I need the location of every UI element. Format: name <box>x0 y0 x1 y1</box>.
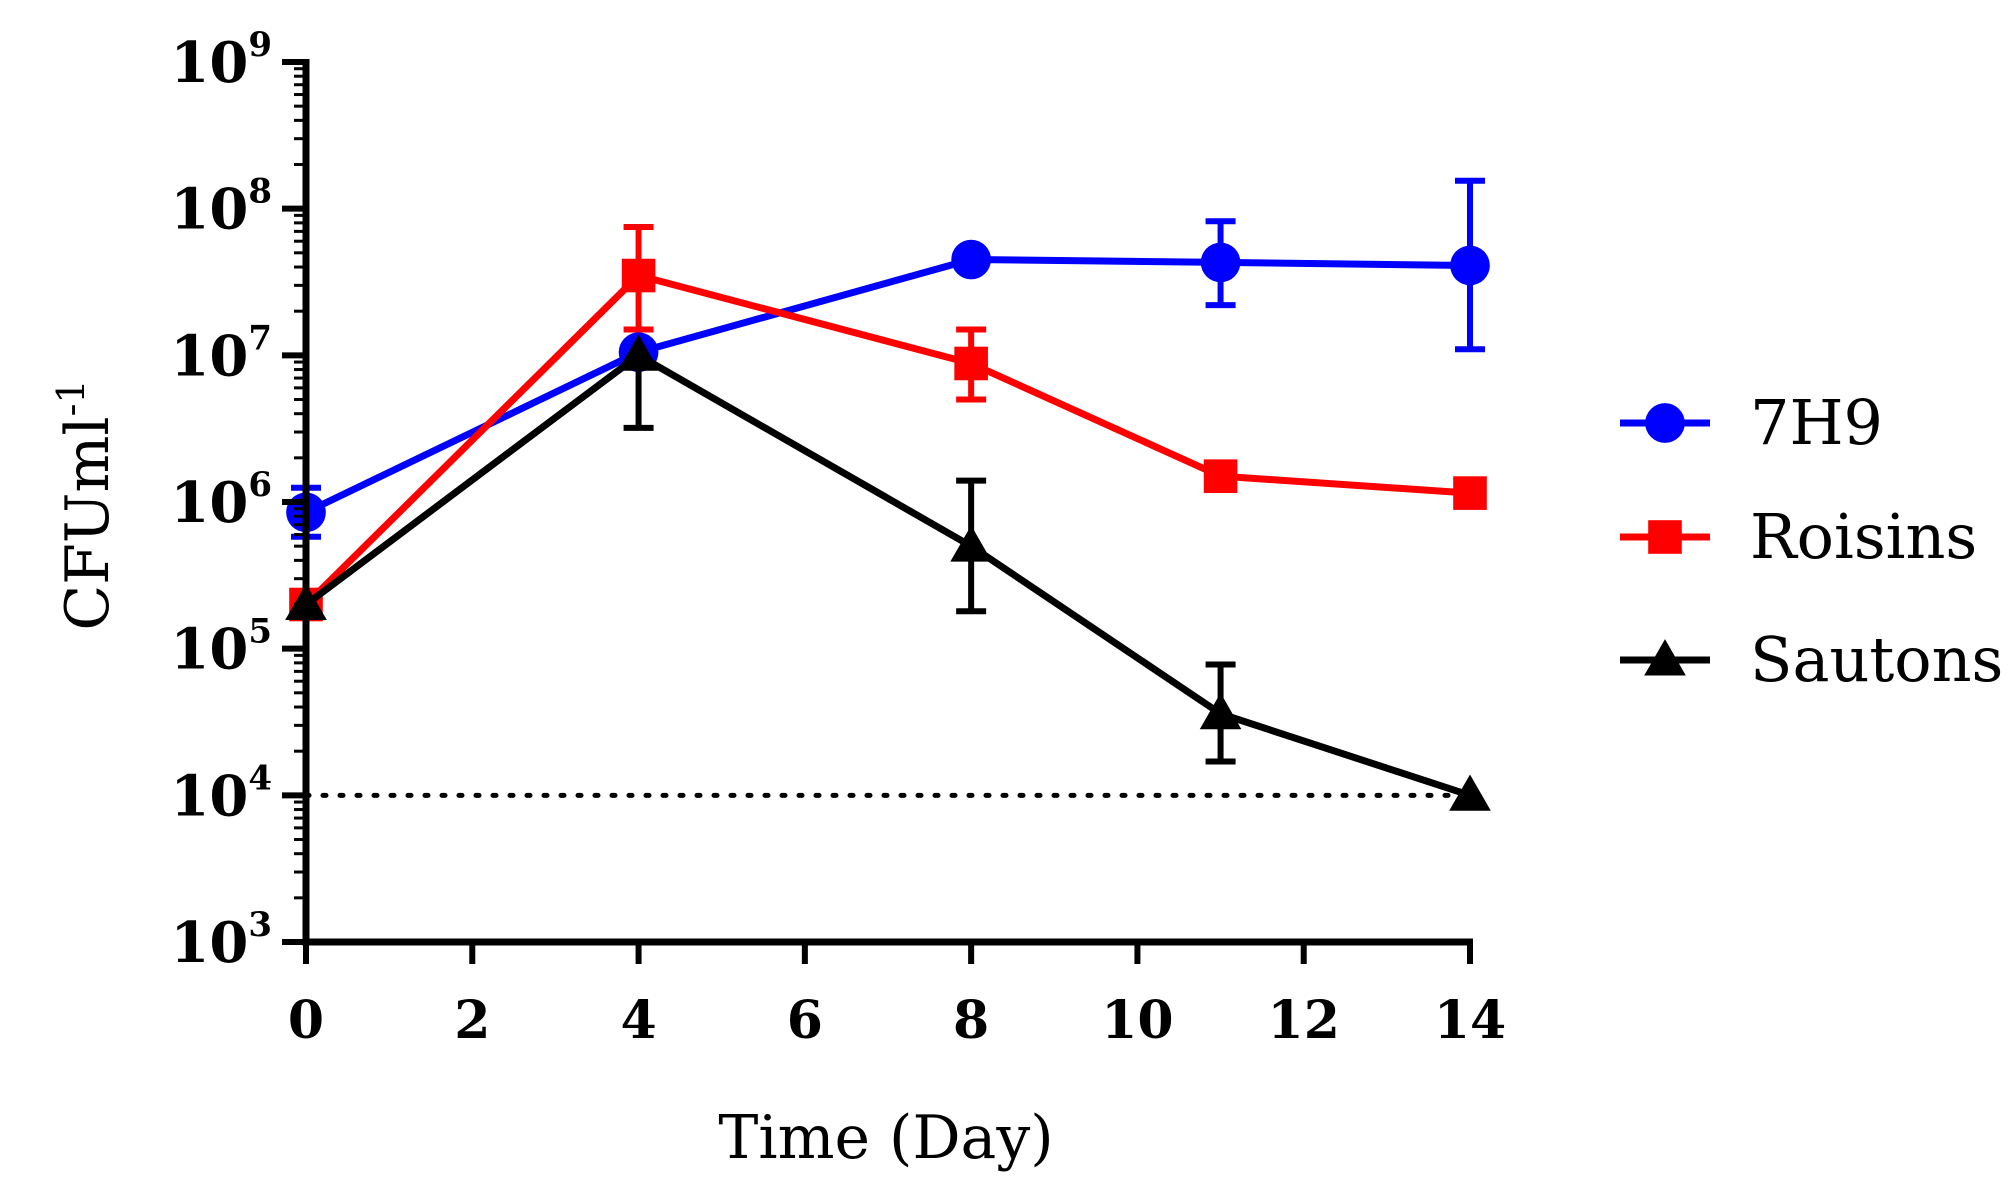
y-tick-base: 10 <box>170 910 248 976</box>
data-point <box>621 258 656 293</box>
series-roisins <box>289 223 1487 622</box>
y-tick-label: 107 <box>170 318 272 389</box>
x-axis-ticks: 0 2 4 6 8 10 12 14 <box>288 942 1506 1051</box>
series-line <box>303 351 1472 799</box>
legend-marker <box>1648 520 1682 554</box>
y-tick-label: 109 <box>170 25 272 96</box>
y-tick-base: 10 <box>170 323 248 389</box>
x-tick-label: 12 <box>1268 990 1340 1051</box>
data-point <box>954 346 988 381</box>
y-tick-exponent: 6 <box>248 465 272 505</box>
y-tick-base: 10 <box>170 470 248 536</box>
x-tick-label: 10 <box>1101 990 1173 1051</box>
x-tick-label: 4 <box>620 990 656 1051</box>
legend-label: Sautons <box>1750 623 2003 696</box>
y-tick-base: 10 <box>170 763 248 829</box>
legend-item-7h9: 7H9 <box>1620 386 1883 459</box>
legend-item-roisins: Roisins <box>1620 500 1977 573</box>
legend-marker <box>1644 639 1686 676</box>
y-tick-label: 106 <box>170 465 272 536</box>
y-tick-label: 108 <box>170 172 272 243</box>
y-tick-label: 104 <box>170 758 272 829</box>
y-tick-exponent: 8 <box>248 172 272 212</box>
y-axis-title-base: CFUml <box>53 416 123 630</box>
data-point <box>1450 245 1490 286</box>
legend-label: Roisins <box>1750 500 1977 573</box>
y-tick-exponent: 9 <box>248 25 272 65</box>
y-tick-base: 10 <box>170 177 248 243</box>
series-line <box>303 272 1471 608</box>
plot-area <box>285 177 1491 811</box>
y-axis-title-sup: -1 <box>49 379 93 416</box>
series-layer <box>285 177 1491 811</box>
y-axis-title: CFUml-1 <box>49 379 123 630</box>
y-tick-base: 10 <box>170 617 248 683</box>
legend-marker <box>1645 403 1685 443</box>
x-tick-label: 0 <box>288 990 324 1051</box>
y-tick-label: 103 <box>170 905 272 976</box>
y-tick-exponent: 5 <box>248 612 272 652</box>
x-tick-label: 6 <box>787 990 823 1051</box>
x-tick-label: 8 <box>953 990 989 1051</box>
y-tick-label: 105 <box>170 612 272 683</box>
data-point <box>950 525 992 562</box>
y-tick-exponent: 4 <box>248 758 272 798</box>
series-sautons <box>285 334 1491 811</box>
legend-item-sautons: Sautons <box>1620 623 2003 696</box>
data-point <box>1199 692 1242 730</box>
data-point <box>1203 459 1238 493</box>
data-point <box>1453 476 1487 510</box>
y-tick-exponent: 7 <box>248 318 272 358</box>
data-point <box>617 334 660 371</box>
legend: 7H9 Roisins Sautons <box>1620 386 2003 696</box>
y-tick-exponent: 3 <box>248 905 272 945</box>
y-tick-base: 10 <box>170 30 248 96</box>
legend-label: 7H9 <box>1750 386 1883 459</box>
data-point <box>951 239 991 280</box>
x-axis-title: Time (Day) <box>718 1103 1053 1173</box>
data-point <box>1449 774 1491 811</box>
x-tick-label: 14 <box>1434 990 1506 1051</box>
x-tick-label: 2 <box>454 990 490 1051</box>
data-point <box>1200 242 1241 283</box>
